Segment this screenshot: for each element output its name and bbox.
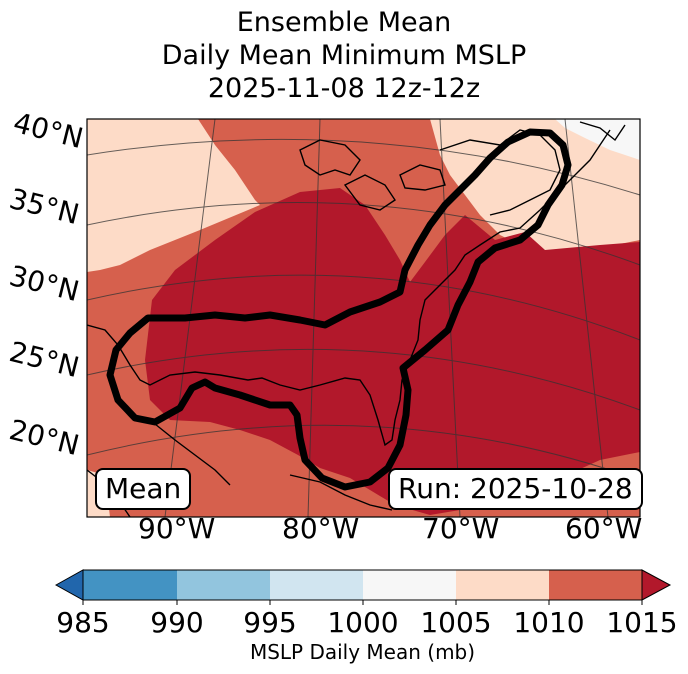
- region-1000-1005-north-east: [430, 119, 640, 255]
- colorbar-tick-995: 995: [243, 606, 297, 639]
- lon-label-80w: 80°W: [282, 512, 360, 545]
- colorbar-tick-1010: 1010: [513, 606, 585, 639]
- colorbar-swatch-1000: [363, 570, 456, 600]
- colorbar-swatch-985: [83, 570, 177, 600]
- colorbar-tick-1015: 1015: [606, 606, 678, 639]
- colorbar-extend-low: [54, 569, 84, 601]
- colorbar-swatch-1005: [456, 570, 549, 600]
- region-995-1000: [555, 119, 640, 160]
- colorbar-swatch-990: [177, 570, 270, 600]
- colorbar-swatch-995: [270, 570, 363, 600]
- lon-label-70w: 70°W: [422, 512, 500, 545]
- colorbar-tick-990: 990: [150, 606, 204, 639]
- title-line-3: 2025-11-08 12z-12z: [207, 73, 481, 104]
- region-1010-1015: [145, 188, 640, 515]
- colorbar-tick-marks: [82, 600, 643, 605]
- colorbar-tick-1000: 1000: [327, 606, 399, 639]
- colorbar-tick-1005: 1005: [420, 606, 492, 639]
- mean-label-box: Mean: [95, 468, 192, 510]
- title-line-1: Ensemble Mean: [236, 7, 452, 38]
- lon-label-90w: 90°W: [138, 512, 216, 545]
- title-line-2: Daily Mean Minimum MSLP: [161, 40, 527, 71]
- colorbar-extend-high: [641, 569, 672, 601]
- run-label-box: Run: 2025-10-28: [388, 468, 643, 510]
- mslp-contour: [106, 128, 572, 491]
- region-1000-1005-north-west: [87, 119, 260, 272]
- lon-label-60w: 60°W: [565, 512, 643, 545]
- map-frame: [86, 118, 641, 518]
- colorbar-label: MSLP Daily Mean (mb): [249, 640, 476, 664]
- colorbar-swatch-1010: [549, 570, 642, 600]
- colorbar-tick-985: 985: [56, 606, 110, 639]
